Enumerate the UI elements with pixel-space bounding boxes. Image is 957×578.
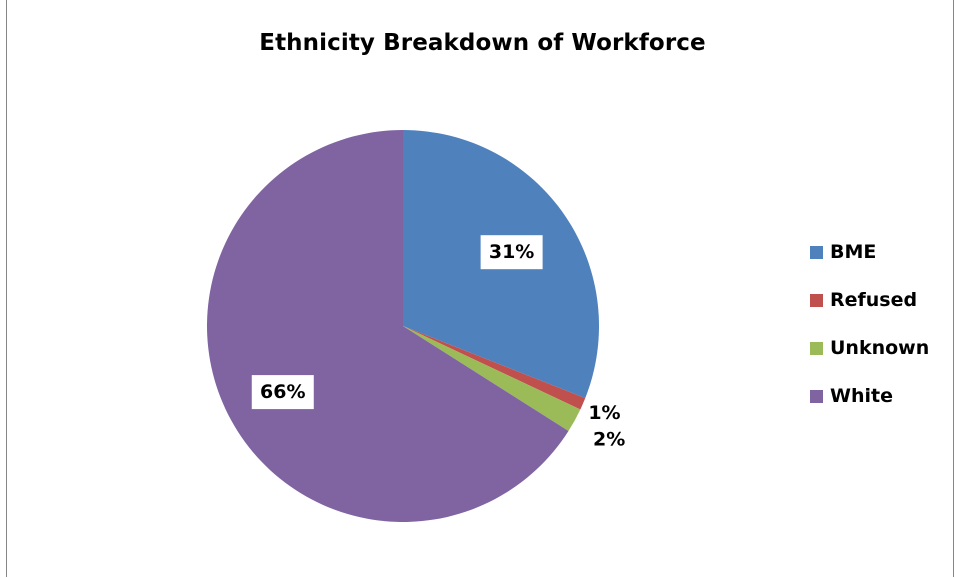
legend-label-unknown: Unknown	[830, 337, 930, 359]
data-label-bme: 31%	[480, 235, 543, 270]
data-label-text-unknown: 2%	[593, 428, 625, 450]
legend-item-unknown: Unknown	[810, 336, 929, 360]
legend-item-refused: Refused	[810, 288, 929, 312]
legend-swatch-refused	[810, 293, 823, 307]
legend-swatch-bme	[810, 245, 823, 259]
pie-slice-unknown	[403, 326, 581, 432]
legend-item-bme: BME	[810, 240, 929, 264]
data-label-text-refused: 1%	[588, 402, 620, 424]
data-label-text-bme: 31%	[489, 241, 534, 263]
legend-item-white: White	[810, 384, 929, 408]
legend-swatch-unknown	[810, 341, 823, 355]
data-label-refused: 1%	[588, 402, 620, 424]
chart-title: Ethnicity Breakdown of Workforce	[259, 30, 706, 56]
pie-slice-refused	[403, 326, 586, 410]
data-label-white: 66%	[251, 375, 314, 410]
legend-label-white: White	[830, 385, 893, 407]
legend-swatch-white	[810, 389, 823, 403]
data-label-text-white: 66%	[260, 381, 305, 403]
data-label-unknown: 2%	[593, 428, 625, 450]
legend-label-bme: BME	[830, 241, 877, 263]
data-label-box-bme	[480, 235, 543, 270]
legend-label-refused: Refused	[830, 289, 918, 311]
pie-slice-white	[207, 130, 569, 522]
legend: BME Refused Unknown White	[810, 240, 929, 432]
data-label-box-white	[251, 375, 314, 410]
